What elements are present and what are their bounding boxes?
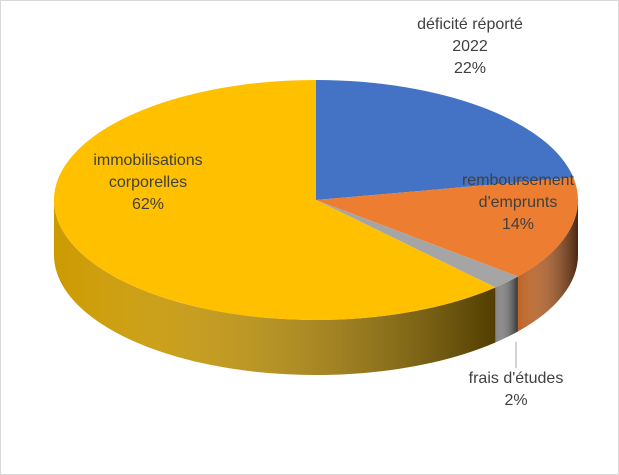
slice-side-shade — [495, 276, 518, 343]
category-label: déficité réporté 2022 — [417, 16, 523, 55]
value-label: 2% — [504, 392, 528, 409]
data-label: frais d'études 2% — [451, 368, 581, 412]
slice — [316, 177, 578, 277]
category-label: frais d'études — [468, 370, 564, 387]
category-label: remboursement d'emprunts — [461, 172, 575, 211]
value-label: 22% — [453, 60, 487, 77]
slice — [53, 80, 496, 320]
category-label: immobilisations corporelles — [93, 152, 203, 191]
slice — [316, 80, 574, 200]
slice-side-shade — [54, 200, 496, 375]
data-label: déficité réporté 2022 22% — [405, 14, 535, 80]
value-label: 62% — [131, 196, 165, 213]
slice — [316, 200, 518, 288]
slice-side-shade — [517, 200, 578, 332]
value-label: 14% — [501, 216, 535, 233]
data-label: immobilisations corporelles 62% — [63, 150, 233, 216]
data-label: remboursement d'emprunts 14% — [433, 170, 603, 236]
